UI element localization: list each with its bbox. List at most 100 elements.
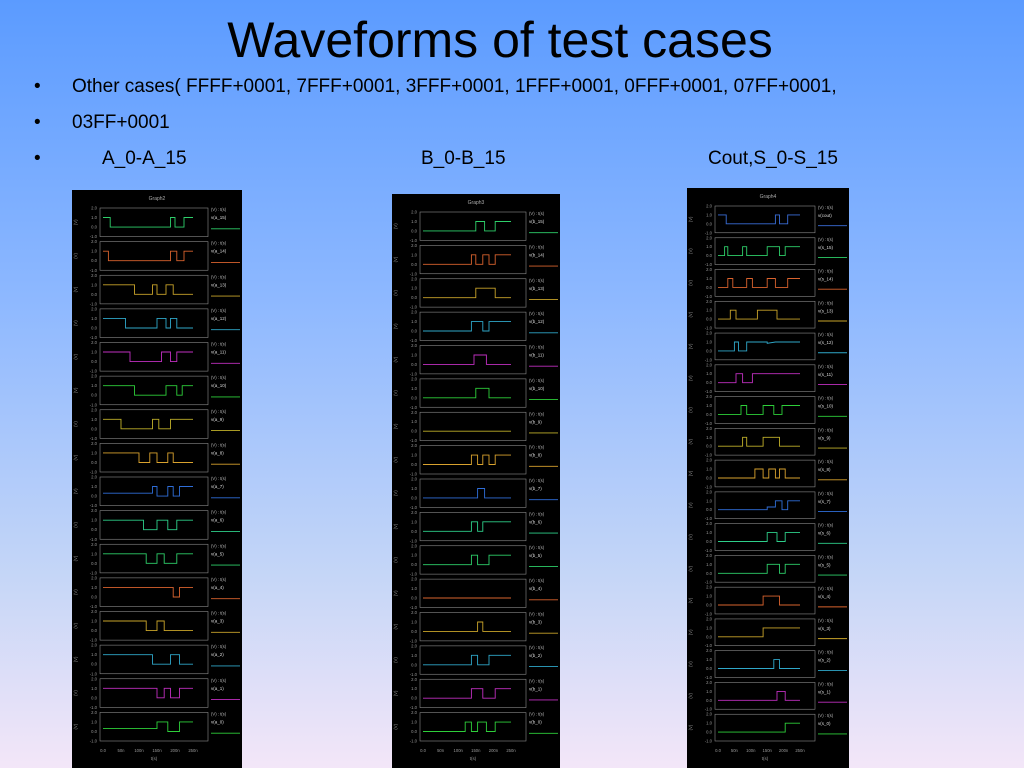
x-tick-label: 200n [779,748,789,753]
y-tick-label: 0.0 [706,634,712,639]
y-tick-label: 1.0 [411,519,417,524]
y-tick-label: -1.0 [705,484,713,489]
y-tick-label: -1.0 [90,301,98,306]
waveform-trace [103,217,193,228]
y-tick-label: -1.0 [410,338,418,343]
y-tick-label: 1.0 [706,530,712,535]
y-tick-label: 1.0 [706,721,712,726]
bullet-dot: • [34,148,41,169]
plot-frame [419,278,527,308]
plot-frame [99,409,209,439]
y-axis-unit: (V) [73,656,78,662]
legend-header: (V) : t(s) [818,396,834,401]
x-axis-label: t(s) [151,756,158,761]
y-tick-label: 2.0 [411,510,417,515]
plot-frame [714,618,816,647]
waveform-trace [103,519,193,531]
plot-frame [99,577,209,607]
legend-signal-name: v(a_15) [211,215,227,220]
legend-header: (V) : t(s) [211,308,227,313]
plot-frame [714,459,816,488]
waveform-trace [718,532,800,542]
y-tick-label: 0.0 [91,561,97,566]
y-tick-label: -1.0 [90,234,98,239]
y-axis-unit: (V) [393,657,398,663]
y-tick-label: 1.0 [91,383,97,388]
y-tick-label: -1.0 [705,675,713,680]
y-tick-label: 0.0 [411,629,417,634]
y-tick-label: -1.0 [705,421,713,426]
waveform-trace [103,654,193,665]
y-tick-label: 2.0 [91,710,97,715]
y-tick-label: 1.0 [91,686,97,691]
y-axis-unit: (V) [688,534,693,540]
plot-frame [99,375,209,406]
plot-frame [419,245,527,275]
legend-signal-name: v(s_6) [818,531,831,536]
legend-header: (V) : t(s) [818,713,834,718]
y-tick-label: 0.0 [706,380,712,385]
y-tick-label: -1.0 [90,268,98,273]
y-tick-label: 0.0 [411,262,417,267]
y-tick-label: 0.0 [91,292,97,297]
y-axis-unit: (V) [688,438,693,444]
legend-header: (V) : t(s) [818,427,834,432]
y-tick-label: -1.0 [705,453,713,458]
y-tick-label: -1.0 [410,271,418,276]
y-tick-label: 0.0 [91,729,97,734]
waveform-trace [718,563,800,574]
y-tick-label: 2.0 [706,331,712,336]
y-tick-label: 1.0 [411,453,417,458]
y-axis-unit: (V) [688,216,693,222]
y-tick-label: -1.0 [705,326,713,331]
waveform-trace [718,468,800,479]
y-tick-label: -1.0 [410,472,418,477]
y-tick-label: 2.0 [91,306,97,311]
y-tick-label: 2.0 [706,680,712,685]
legend-header: (V) : t(s) [529,211,545,216]
y-axis-unit: (V) [688,661,693,667]
waveform-trace [103,721,193,732]
legend-header: (V) : t(s) [818,650,834,655]
y-tick-label: 1.0 [91,316,97,321]
y-tick-label: 0.0 [411,329,417,334]
waveform-trace [103,317,193,329]
plot-frame [714,205,816,234]
legend-signal-name: v(s_13) [818,308,834,313]
y-tick-label: 1.0 [91,619,97,624]
legend-signal-name: v(a_10) [211,383,227,388]
legend-header: (V) : t(s) [211,375,227,380]
y-tick-label: 1.0 [91,282,97,287]
plot-frame [419,478,527,508]
y-tick-label: 2.0 [91,407,97,412]
y-tick-label: 1.0 [411,286,417,291]
column-label-sum: Cout,S_0-S_15 [708,148,838,169]
y-axis-unit: (V) [393,223,398,229]
y-tick-label: -1.0 [705,294,713,299]
bullet-2-text: 03FF+0001 [72,112,170,133]
plot-frame [99,342,209,372]
x-tick-label: 0.0 [420,748,426,753]
legend-header: (V) : t(s) [529,712,545,717]
plot-frame [419,578,527,608]
plot-frame [714,682,816,710]
legend-header: (V) : t(s) [529,612,545,617]
legend-signal-name: v(b_4) [529,586,542,591]
y-tick-label: 1.0 [706,625,712,630]
legend-header: (V) : t(s) [211,274,227,279]
legend-signal-name: v(s_15) [818,245,834,250]
legend-signal-name: v(s_7) [818,499,831,504]
legend-signal-name: v(a_11) [211,350,226,355]
y-tick-label: 2.0 [706,585,712,590]
waveform-trace [423,554,511,566]
y-tick-label: 1.0 [706,435,712,440]
y-tick-label: -1.0 [410,305,418,310]
y-tick-label: -1.0 [705,516,713,521]
y-tick-label: -1.0 [410,739,418,744]
y-tick-label: 0.0 [91,628,97,633]
y-tick-label: 0.0 [706,221,712,226]
y-tick-label: 1.0 [706,371,712,376]
y-tick-label: 1.0 [411,319,417,324]
waveform-trace [718,500,800,511]
